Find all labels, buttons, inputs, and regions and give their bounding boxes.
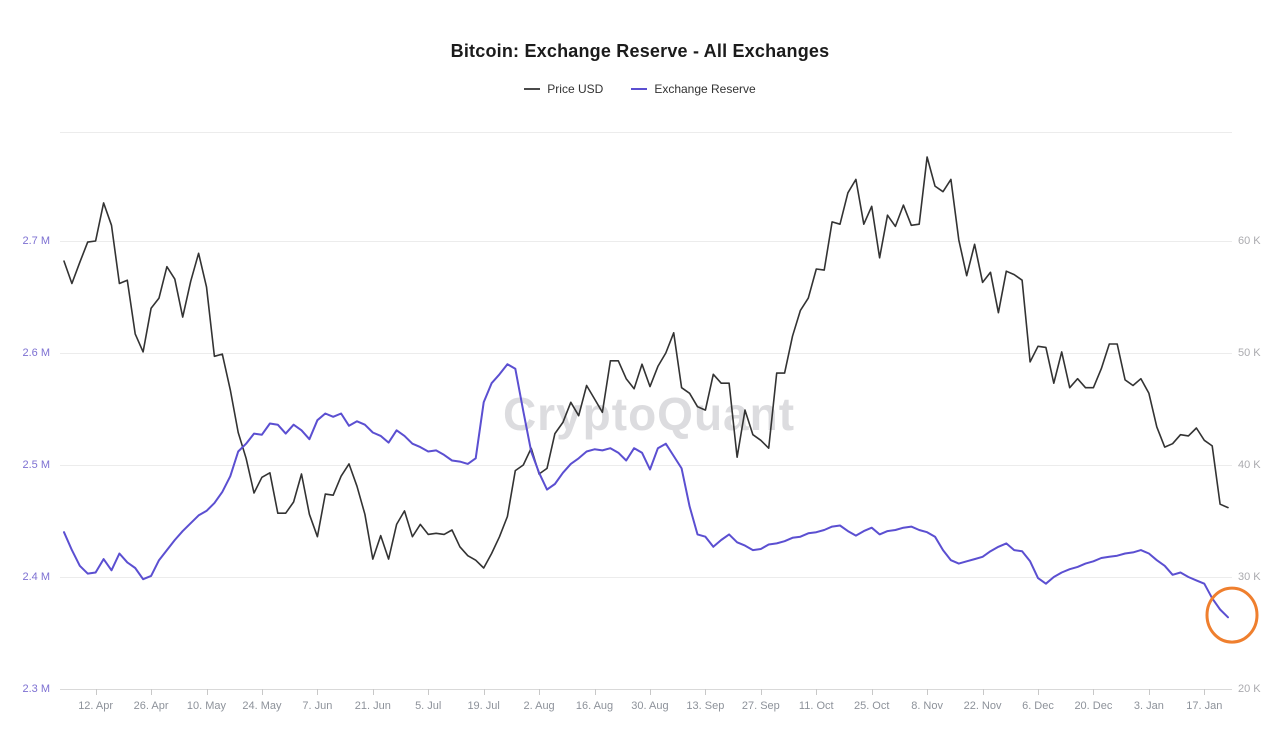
legend-label-exchange-reserve: Exchange Reserve	[654, 82, 756, 96]
y-axis-label-left: 2.3 M	[22, 683, 50, 695]
x-axis-label: 8. Nov	[911, 700, 943, 712]
y-axis-label-right: 20 K	[1238, 683, 1261, 695]
y-axis-label-left: 2.5 M	[22, 458, 50, 471]
x-axis-label: 22. Nov	[963, 700, 1002, 712]
x-axis-label: 19. Jul	[467, 700, 500, 712]
y-axis-label-left: 2.6 M	[22, 346, 50, 359]
x-axis-label: 10. May	[186, 700, 227, 712]
x-axis-label: 5. Jul	[415, 700, 442, 712]
x-axis-label: 16. Aug	[575, 700, 614, 712]
x-axis-label: 13. Sep	[686, 700, 725, 712]
reserve-line-series	[63, 363, 1229, 619]
x-axis-label: 27. Sep	[741, 700, 780, 712]
price-legend-dash-icon	[524, 88, 541, 90]
x-axis-label: 11. Oct	[798, 700, 834, 712]
legend-item-exchange-reserve[interactable]: Exchange Reserve	[631, 82, 756, 96]
x-axis-label: 2. Aug	[523, 700, 555, 712]
legend-label-price-usd: Price USD	[547, 82, 604, 96]
y-axis-label-right: 50 K	[1238, 346, 1261, 359]
annotation-circle	[1205, 586, 1259, 644]
legend-item-price-usd[interactable]: Price USD	[524, 82, 603, 96]
x-axis-label: 24. May	[242, 700, 282, 712]
y-axis-label-right: 40 K	[1238, 458, 1261, 471]
chart-title: Bitcoin: Exchange Reserve - All Exchange…	[450, 41, 830, 61]
x-axis-label: 21. Jun	[354, 700, 391, 712]
x-axis-label: 17. Jan	[1186, 700, 1223, 712]
x-axis-label: 20. Dec	[1074, 700, 1113, 712]
x-axis-label: 6. Dec	[1022, 700, 1054, 712]
price-line-series	[63, 156, 1229, 569]
y-axis-label-left: 2.7 M	[22, 234, 50, 247]
x-axis-label: 30. Aug	[631, 700, 669, 712]
x-axis-label: 25. Oct	[853, 700, 890, 712]
y-axis-label-left: 2.4 M	[22, 570, 50, 583]
reserve-legend-dash-icon	[631, 88, 648, 90]
y-axis-label-right: 30 K	[1238, 570, 1261, 583]
x-axis-label: 26. Apr	[133, 700, 169, 712]
x-axis-label: 12. Apr	[78, 700, 114, 712]
x-axis-label: 7. Jun	[302, 700, 333, 712]
x-axis-label: 3. Jan	[1133, 700, 1164, 712]
y-axis-label-right: 60 K	[1238, 234, 1261, 247]
legend: Price USD Exchange Reserve	[0, 82, 1280, 96]
